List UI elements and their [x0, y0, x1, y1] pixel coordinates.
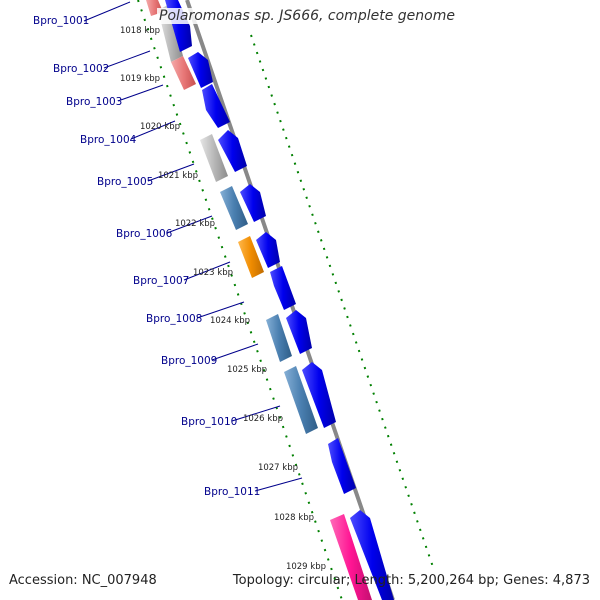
gene-arrow-9 — [302, 362, 336, 428]
kbp-label: 1025 kbp — [227, 365, 267, 375]
kbp-label: 1022 kbp — [175, 219, 215, 229]
genome-summary-text: Topology: circular; Length: 5,200,264 bp… — [232, 573, 590, 588]
kbp-label: 1018 kbp — [120, 26, 160, 36]
gene-label-bpro-1010[interactable]: Bpro_1010 — [181, 416, 237, 428]
gene-feature-steel-2 — [266, 314, 292, 362]
kbp-label: 1028 kbp — [274, 513, 314, 523]
inner-tick-ring — [137, 0, 343, 600]
gene-arrow-7 — [270, 266, 296, 310]
gene-label-leaders — [83, 1, 303, 492]
gene-feature-gray-2 — [200, 134, 228, 182]
leader-bpro-1008 — [196, 301, 245, 319]
kbp-label: 1021 kbp — [158, 171, 198, 181]
leader-bpro-1011 — [254, 477, 303, 492]
kbp-label: 1027 kbp — [258, 463, 298, 473]
kbp-label: 1029 kbp — [286, 562, 326, 572]
leader-bpro-1005 — [147, 163, 195, 182]
gene-label-bpro-1011[interactable]: Bpro_1011 — [204, 486, 260, 498]
leader-bpro-1007 — [183, 261, 231, 281]
gene-feature-steel-3 — [284, 366, 318, 434]
gene-arrow-10 — [328, 438, 356, 494]
kbp-label: 1019 kbp — [120, 74, 160, 84]
leader-bpro-1006 — [166, 215, 213, 234]
kbp-label: 1023 kbp — [193, 268, 233, 278]
kbp-label: 1026 kbp — [243, 414, 283, 424]
gene-arrow-2 — [188, 52, 213, 88]
leader-bpro-1010 — [231, 405, 281, 422]
accession-text: Accession: NC_007948 — [9, 573, 157, 588]
gene-feature-steel-1 — [220, 186, 248, 230]
gene-label-bpro-1005[interactable]: Bpro_1005 — [97, 176, 153, 188]
leader-bpro-1002 — [103, 50, 151, 69]
gene-arrow-11 — [350, 510, 394, 600]
leader-bpro-1004 — [130, 120, 176, 140]
map-title: Polaromonas sp. JS666, complete genome — [157, 8, 457, 24]
gene-label-bpro-1006[interactable]: Bpro_1006 — [116, 228, 173, 240]
gene-arrow-8 — [286, 310, 312, 354]
gene-feature-orange — [238, 236, 264, 278]
leader-bpro-1009 — [211, 343, 259, 361]
gene-label-bpro-1001[interactable]: Bpro_1001 — [33, 15, 89, 27]
leader-bpro-1003 — [117, 84, 164, 102]
gene-arrow-5 — [240, 184, 266, 222]
leader-bpro-1001 — [83, 1, 131, 22]
gene-arrow-6 — [256, 232, 280, 268]
gene-feature-pink — [330, 514, 372, 600]
kbp-label: 1020 kbp — [140, 122, 180, 132]
gene-label-bpro-1009[interactable]: Bpro_1009 — [161, 355, 217, 367]
gene-label-bpro-1004[interactable]: Bpro_1004 — [80, 134, 137, 146]
gene-arrow-3 — [202, 84, 230, 128]
gene-feature-salmon-2 — [171, 56, 196, 90]
gene-label-bpro-1003[interactable]: Bpro_1003 — [66, 96, 122, 108]
gene-label-bpro-1007[interactable]: Bpro_1007 — [133, 275, 189, 287]
gene-label-bpro-1008[interactable]: Bpro_1008 — [146, 313, 202, 325]
gene-arrow-4 — [218, 130, 247, 172]
gene-label-bpro-1002[interactable]: Bpro_1002 — [53, 63, 109, 75]
kbp-label: 1024 kbp — [210, 316, 250, 326]
